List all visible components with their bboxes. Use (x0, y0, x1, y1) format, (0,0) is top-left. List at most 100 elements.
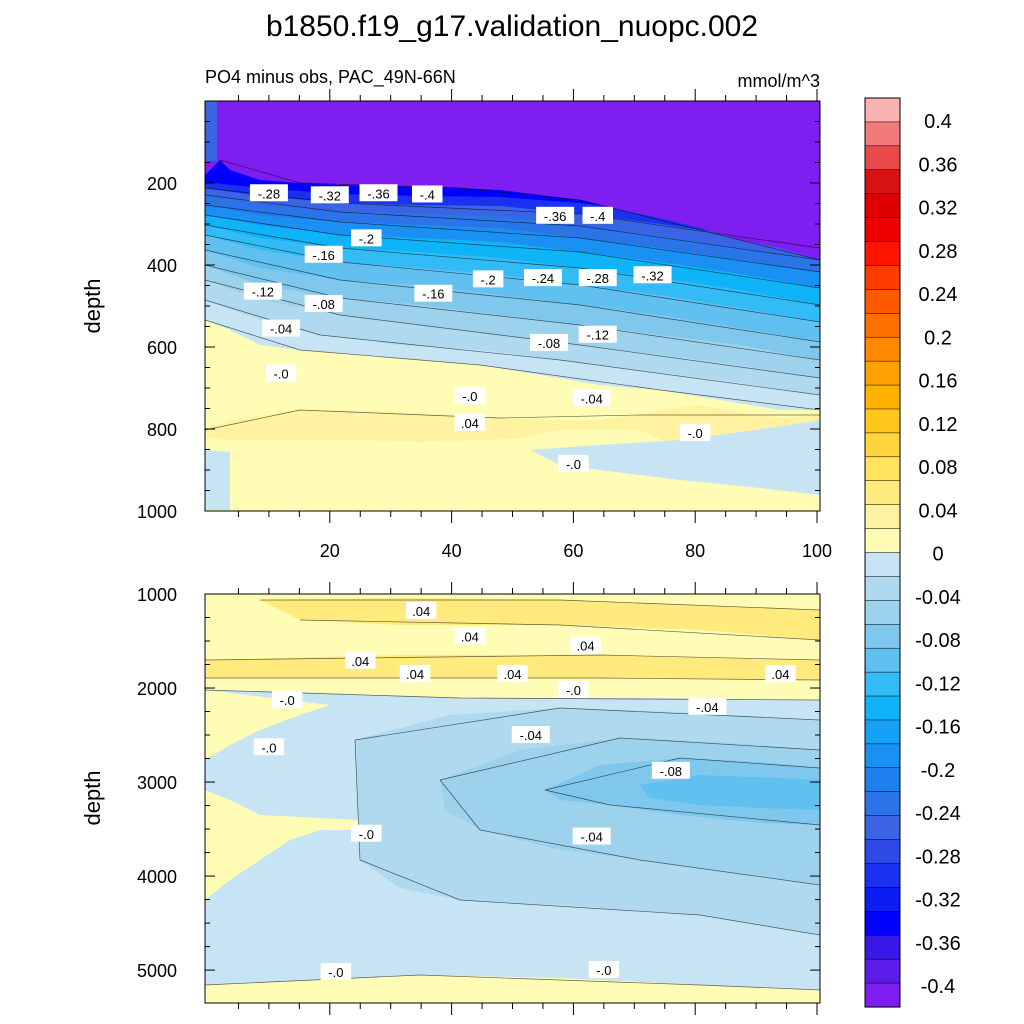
colorbar-swatch (864, 887, 901, 912)
colorbar-swatch (864, 289, 901, 314)
contour-label: .04 (345, 651, 376, 669)
contour-label-bg (454, 387, 486, 405)
contour-label-text: -.36 (544, 209, 566, 224)
colorbar-swatch (864, 504, 901, 530)
contour-label-bg (310, 186, 349, 204)
contour-label: -.08 (530, 333, 569, 351)
contour-label-bg (253, 738, 285, 756)
contour-label-text: -.4 (420, 187, 435, 202)
contour-label: -.0 (253, 738, 285, 756)
contour-label-bg (558, 680, 589, 698)
contour-label: -.24 (523, 269, 562, 287)
contour-label-bg (536, 206, 575, 224)
contour-label-bg (243, 282, 282, 300)
y-tick-label: 4000 (137, 867, 177, 887)
bottom-panel-field (205, 594, 820, 1003)
contour-label: -.04 (572, 389, 611, 407)
colorbar-swatch (864, 336, 901, 362)
contour-label-text: -.12 (587, 328, 609, 343)
bottom-panel: depth (80, 582, 821, 1015)
contour-label-bg (511, 726, 550, 744)
contour-label-text: -.04 (696, 700, 718, 715)
contour-label-text: -.08 (660, 764, 682, 779)
contour-label-bg (588, 961, 620, 979)
contour-label: -.32 (310, 186, 349, 204)
contour-label-text: -.12 (252, 285, 274, 300)
contour-label-bg (454, 627, 486, 645)
colorbar-swatch (864, 480, 901, 506)
x-tick-label: 40 (442, 541, 462, 561)
contour-label-bg (530, 333, 569, 351)
contour-label: .04 (405, 601, 437, 619)
contour-label-bg (578, 325, 617, 343)
contour-label-text: .04 (351, 654, 369, 669)
contour-label: -.0 (679, 424, 711, 442)
contour-label-text: -.2 (481, 272, 496, 287)
colorbar-label: -0.28 (915, 846, 961, 868)
y-tick-label: 800 (147, 420, 177, 440)
bottom-axis-ticks: 1000 2000 3000 4000 5000 (137, 582, 820, 1015)
contour-label-bg (472, 270, 504, 288)
colorbar-swatch (864, 719, 901, 745)
contour-label-text: -.0 (359, 827, 374, 842)
contour-label-bg (304, 245, 343, 263)
contour-label: -.2 (472, 270, 504, 288)
contour-label: -.16 (304, 245, 343, 263)
colorbar-swatch (864, 934, 901, 960)
contour-label-text: -.0 (596, 963, 611, 978)
contour-label: -.0 (588, 961, 620, 979)
y-tick-label: 600 (147, 338, 177, 358)
y-tick-label: 400 (147, 256, 177, 276)
contour-label-bg (454, 413, 486, 431)
contour-label-text: -.16 (313, 248, 335, 263)
colorbar-swatch (864, 671, 901, 697)
colorbar-swatch (864, 911, 901, 936)
top-panel-field (205, 101, 820, 511)
contour-label: -.0 (265, 364, 297, 382)
colorbar-label: 0.28 (919, 241, 958, 263)
colorbar-label: -0.04 (915, 587, 961, 609)
contour-label: -.28 (578, 269, 617, 287)
contour-label: -.0 (558, 680, 589, 698)
contour-label: -.08 (304, 294, 343, 312)
colorbar-swatch (864, 360, 901, 386)
colorbar-swatch (864, 313, 901, 338)
contour-label-bg (265, 364, 297, 382)
colorbar-swatch (864, 958, 901, 984)
colorbar-swatch (864, 217, 901, 243)
contour-label-bg (345, 651, 376, 669)
colorbar-swatch (864, 456, 901, 482)
colorbar-swatch (864, 624, 901, 649)
colorbar-swatch (864, 839, 901, 865)
contour-label-bg (262, 319, 301, 337)
colorbar-swatch (864, 145, 901, 171)
contour-label-bg (633, 266, 672, 284)
colorbar-label: -0.36 (915, 933, 961, 955)
colorbar-label: 0.04 (919, 500, 958, 522)
colorbar-swatch (864, 408, 901, 434)
colorbar-swatch (864, 528, 901, 554)
colorbar-label: -0.32 (915, 890, 961, 912)
contour-label: -.4 (582, 206, 614, 224)
contour-label-text: .04 (412, 604, 430, 619)
bottom-panel-ylabel: depth (80, 770, 105, 825)
colorbar-label: 0.32 (919, 198, 958, 220)
contour-label: -.04 (572, 827, 611, 845)
top-panel-ylabel: depth (80, 278, 105, 333)
contour-label: -.4 (411, 185, 443, 203)
colorbar-swatch (864, 169, 901, 195)
contour-label-text: -.32 (641, 268, 663, 283)
contour-label-text: -.2 (359, 231, 374, 246)
contour-label-bg (249, 184, 288, 202)
colorbar-label: 0.16 (919, 371, 958, 393)
contour-label: .04 (454, 413, 486, 431)
colorbar-swatch (864, 767, 901, 793)
contour-label-bg (679, 424, 711, 442)
contour-label-bg (405, 601, 437, 619)
contour-label-bg (359, 184, 398, 202)
contour-label: -.0 (351, 824, 382, 842)
x-tick-label: 80 (685, 541, 705, 561)
contour-label-text: -.04 (580, 830, 602, 845)
contour-label: .04 (570, 636, 601, 654)
